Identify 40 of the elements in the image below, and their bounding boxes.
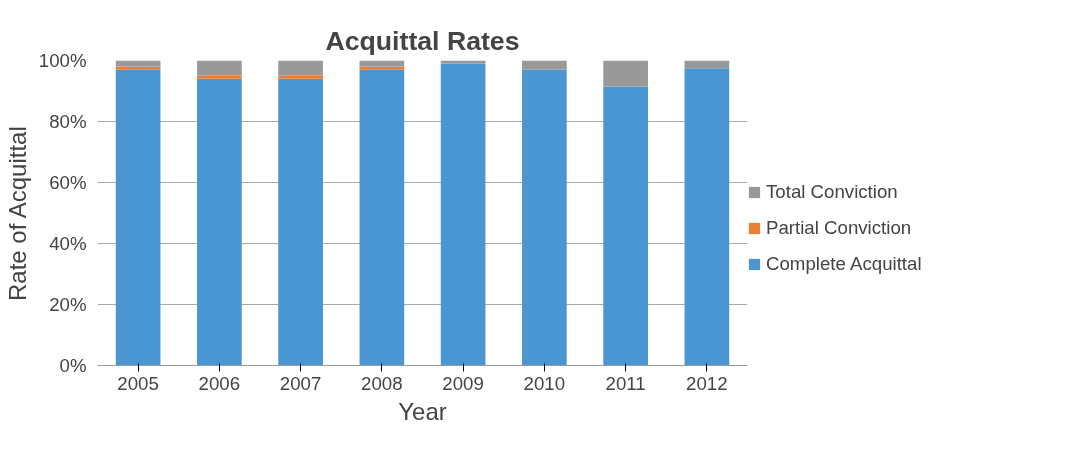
x-tick-label: 2008 (361, 372, 403, 394)
legend-label: Complete Acquittal (766, 253, 922, 275)
bar (359, 60, 405, 67)
bar (115, 60, 161, 67)
bar (115, 66, 161, 70)
bar (278, 78, 323, 366)
x-tick-label: 2012 (686, 372, 728, 394)
bar (603, 60, 648, 87)
bar (684, 68, 730, 366)
bar (684, 60, 730, 69)
bar (440, 60, 486, 64)
y-tick-label: 20% (49, 294, 87, 315)
bar (278, 75, 323, 79)
x-axis-title: Year (398, 397, 447, 425)
y-tick-label: 80% (49, 111, 87, 132)
bar (197, 75, 242, 79)
x-tick-label: 2005 (117, 372, 159, 394)
bar (278, 60, 323, 76)
legend-label: Total Conviction (766, 181, 898, 203)
x-tick-label: 2011 (605, 372, 646, 394)
bar (115, 69, 161, 366)
bar (197, 60, 242, 76)
legend-label: Partial Conviction (766, 217, 912, 239)
x-tick-label: 2007 (279, 372, 322, 394)
y-tick-label: 0% (59, 355, 87, 376)
bar (603, 86, 648, 366)
bar (522, 69, 567, 366)
y-axis-title: Rate of Acquittal (3, 126, 31, 302)
chart-title: Acquittal Rates (325, 25, 520, 56)
bar (359, 69, 405, 366)
x-tick-label: 2010 (523, 372, 566, 394)
x-tick-label: 2006 (198, 372, 241, 394)
bar (197, 78, 242, 366)
y-tick-label: 40% (49, 233, 87, 254)
bar (359, 66, 405, 70)
bar (522, 60, 567, 70)
x-tick-label: 2009 (442, 372, 484, 394)
y-tick-label: 60% (49, 172, 87, 193)
y-tick-label: 100% (38, 50, 87, 71)
bar (440, 63, 486, 366)
